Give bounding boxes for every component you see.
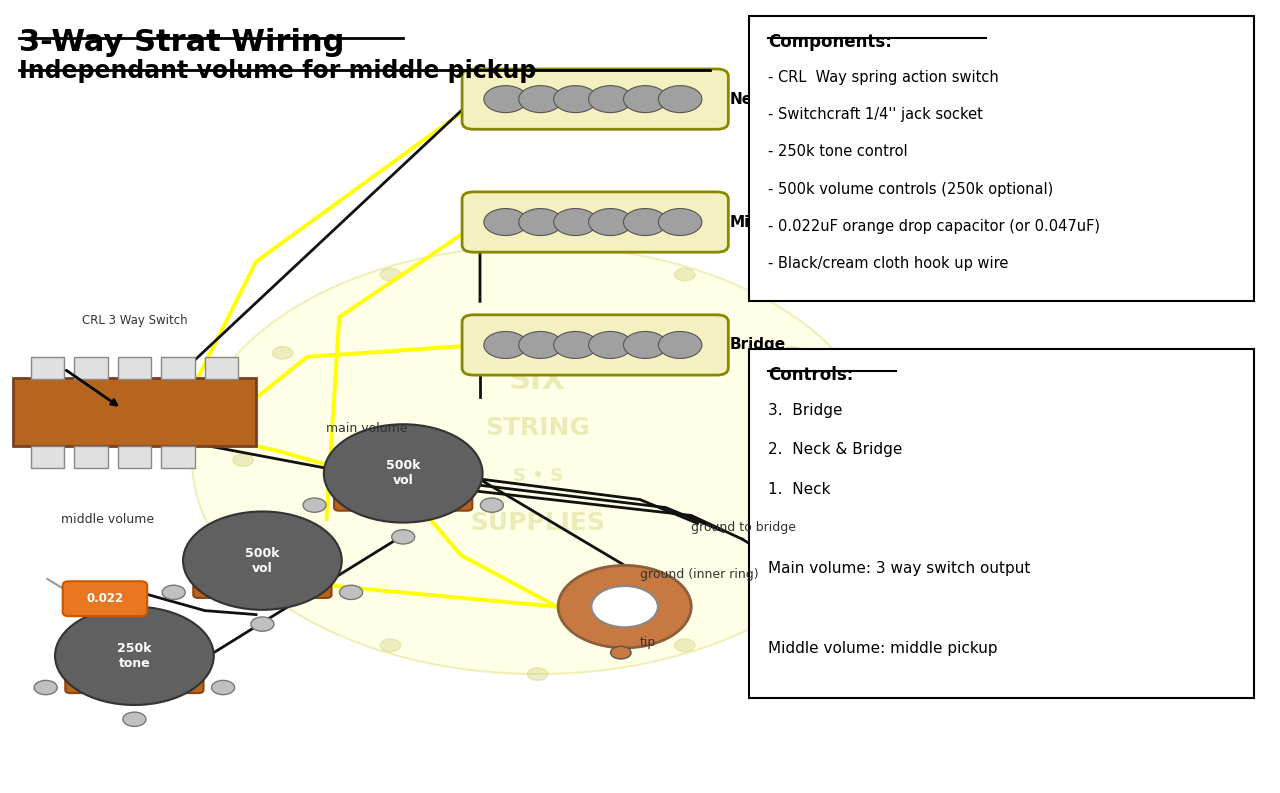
Circle shape — [163, 585, 186, 600]
FancyBboxPatch shape — [118, 357, 151, 379]
Circle shape — [273, 347, 293, 359]
Circle shape — [658, 209, 701, 236]
FancyBboxPatch shape — [31, 357, 64, 379]
Circle shape — [123, 712, 146, 726]
Text: 3.  Bridge: 3. Bridge — [768, 403, 842, 418]
Circle shape — [527, 668, 548, 680]
Text: S • S: S • S — [512, 467, 563, 485]
Text: SIX: SIX — [509, 366, 566, 395]
FancyBboxPatch shape — [334, 453, 472, 511]
Circle shape — [658, 86, 701, 113]
Text: Middle: Middle — [730, 215, 787, 229]
Circle shape — [589, 86, 632, 113]
Circle shape — [589, 209, 632, 236]
Circle shape — [324, 424, 483, 523]
FancyBboxPatch shape — [31, 446, 64, 468]
Circle shape — [192, 246, 883, 674]
Text: 2.  Neck & Bridge: 2. Neck & Bridge — [768, 442, 902, 458]
Circle shape — [623, 209, 667, 236]
FancyBboxPatch shape — [74, 446, 108, 468]
Circle shape — [518, 86, 562, 113]
Text: Neck: Neck — [730, 92, 772, 106]
Circle shape — [589, 331, 632, 358]
FancyBboxPatch shape — [161, 446, 195, 468]
Text: 3-Way Strat Wiring: 3-Way Strat Wiring — [19, 28, 344, 57]
Circle shape — [554, 331, 598, 358]
Circle shape — [183, 511, 342, 610]
Text: ground to bridge: ground to bridge — [691, 521, 796, 534]
Circle shape — [527, 239, 548, 252]
FancyBboxPatch shape — [74, 357, 108, 379]
FancyBboxPatch shape — [118, 446, 151, 468]
Text: - 250k tone control: - 250k tone control — [768, 144, 908, 159]
FancyBboxPatch shape — [462, 315, 728, 375]
Circle shape — [233, 454, 253, 466]
Text: middle volume: middle volume — [61, 513, 155, 526]
Text: Independant volume for middle pickup: Independant volume for middle pickup — [19, 59, 536, 83]
Text: STRING: STRING — [485, 416, 590, 440]
Circle shape — [675, 268, 695, 281]
Circle shape — [303, 498, 326, 512]
FancyBboxPatch shape — [462, 192, 728, 252]
Circle shape — [55, 607, 214, 705]
Text: Main volume: 3 way switch output: Main volume: 3 way switch output — [768, 561, 1030, 577]
Text: Middle volume: middle pickup: Middle volume: middle pickup — [768, 641, 997, 656]
Circle shape — [822, 454, 842, 466]
Circle shape — [782, 561, 803, 573]
Text: Components:: Components: — [768, 33, 892, 52]
FancyBboxPatch shape — [462, 69, 728, 129]
Text: Bridge: Bridge — [730, 338, 786, 352]
Circle shape — [611, 646, 631, 659]
Circle shape — [518, 331, 562, 358]
Circle shape — [35, 680, 58, 695]
Text: SUPPLIES: SUPPLIES — [470, 511, 605, 535]
Circle shape — [558, 565, 691, 648]
Circle shape — [518, 209, 562, 236]
Circle shape — [658, 331, 701, 358]
Text: 500k
vol: 500k vol — [387, 459, 420, 488]
FancyBboxPatch shape — [161, 357, 195, 379]
Circle shape — [484, 209, 527, 236]
Text: CRL 3 Way Switch: CRL 3 Way Switch — [82, 314, 187, 327]
Circle shape — [554, 86, 598, 113]
Circle shape — [480, 498, 503, 512]
Circle shape — [211, 680, 234, 695]
Text: - CRL  Way spring action switch: - CRL Way spring action switch — [768, 70, 998, 85]
FancyBboxPatch shape — [193, 540, 332, 598]
Text: - Switchcraft 1/4'' jack socket: - Switchcraft 1/4'' jack socket — [768, 107, 983, 122]
Circle shape — [591, 586, 658, 627]
Text: - Black/cream cloth hook up wire: - Black/cream cloth hook up wire — [768, 256, 1009, 271]
FancyBboxPatch shape — [63, 581, 147, 616]
Text: main volume: main volume — [326, 422, 408, 435]
Text: tip: tip — [640, 636, 657, 649]
Circle shape — [273, 561, 293, 573]
Text: ground (inner ring): ground (inner ring) — [640, 569, 759, 581]
Circle shape — [392, 530, 415, 544]
FancyBboxPatch shape — [749, 16, 1254, 301]
FancyBboxPatch shape — [205, 357, 238, 379]
Circle shape — [380, 268, 401, 281]
Text: 250k
tone: 250k tone — [118, 642, 151, 670]
Text: Controls:: Controls: — [768, 366, 854, 385]
Text: - 500k volume controls (250k optional): - 500k volume controls (250k optional) — [768, 182, 1053, 197]
Text: - 0.022uF orange drop capacitor (or 0.047uF): - 0.022uF orange drop capacitor (or 0.04… — [768, 219, 1100, 234]
Circle shape — [554, 209, 598, 236]
Text: 1.  Neck: 1. Neck — [768, 482, 831, 497]
FancyBboxPatch shape — [65, 635, 204, 693]
Circle shape — [675, 639, 695, 652]
FancyBboxPatch shape — [13, 378, 256, 446]
Circle shape — [339, 585, 362, 600]
Circle shape — [782, 347, 803, 359]
Circle shape — [484, 331, 527, 358]
Circle shape — [380, 639, 401, 652]
Text: 500k
vol: 500k vol — [246, 546, 279, 575]
Circle shape — [484, 86, 527, 113]
FancyBboxPatch shape — [749, 349, 1254, 698]
Circle shape — [251, 617, 274, 631]
Circle shape — [623, 86, 667, 113]
Text: 0.022: 0.022 — [86, 592, 124, 605]
Circle shape — [623, 331, 667, 358]
